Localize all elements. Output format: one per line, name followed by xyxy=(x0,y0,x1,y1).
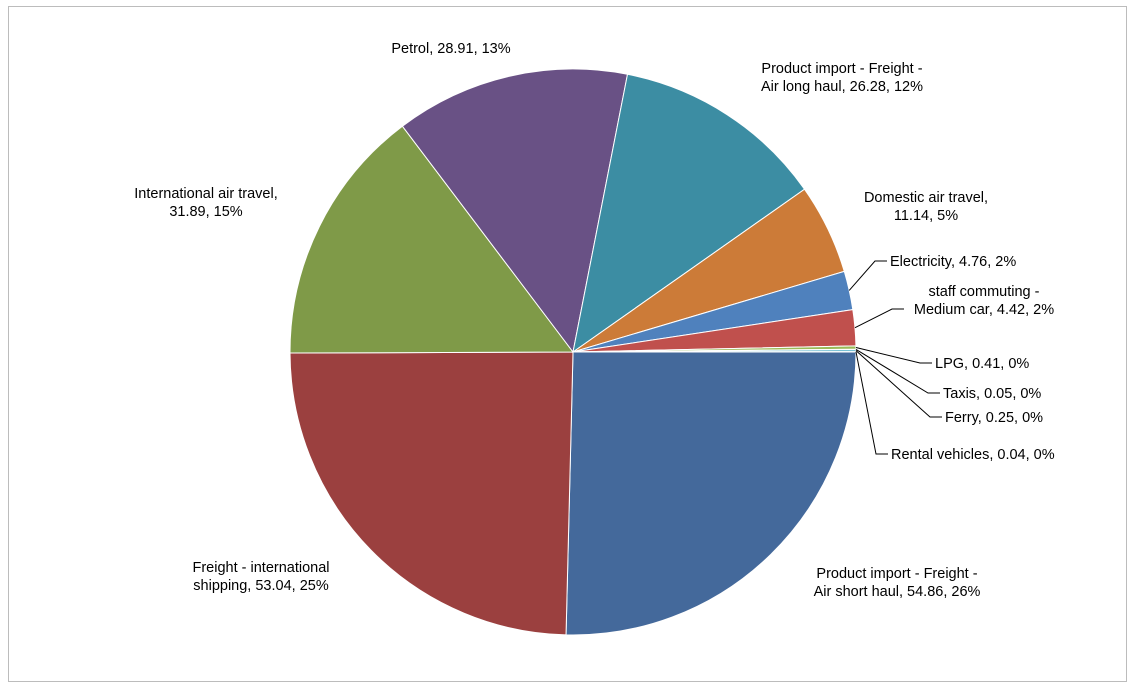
data-label-line: 11.14, 5% xyxy=(894,208,958,224)
leader-line-7 xyxy=(854,308,904,329)
data-label-line: Freight - international xyxy=(192,560,329,576)
data-label-line: Product import - Freight - xyxy=(816,566,977,582)
data-label-1: Freight - international shipping, 53.04, … xyxy=(192,560,329,594)
data-label-11: Rental vehicles, 0.04, 0% xyxy=(891,447,1055,463)
data-label-7: staff commuting - Medium car, 4.42, 2% xyxy=(914,284,1054,318)
leader-line-11 xyxy=(855,351,888,455)
data-label-3: Petrol, 28.91, 13% xyxy=(391,41,510,57)
leader-line-10 xyxy=(855,350,942,418)
data-labels: Product import - Freight - Air short haul… xyxy=(134,41,1054,600)
data-label-line: Medium car, 4.42, 2% xyxy=(914,302,1054,318)
data-label-line: Ferry, 0.25, 0% xyxy=(945,410,1043,426)
leader-line-6 xyxy=(848,260,887,291)
data-label-0: Product import - Freight - Air short haul… xyxy=(814,566,981,600)
chart-frame: Product import - Freight - Air short haul… xyxy=(8,6,1127,682)
data-label-2: International air travel, 31.89, 15% xyxy=(134,186,277,220)
data-label-line: Domestic air travel, xyxy=(864,190,988,206)
pie-slice-1 xyxy=(289,351,574,636)
data-label-line: shipping, 53.04, 25% xyxy=(193,578,329,594)
data-label-line: Petrol, 28.91, 13% xyxy=(391,41,510,57)
pie-slice-4 xyxy=(572,73,806,354)
data-label-line: Taxis, 0.05, 0% xyxy=(943,386,1041,402)
pie-slice-0 xyxy=(565,351,857,636)
pie-slice-2 xyxy=(289,125,575,354)
data-label-line: Product import - Freight - xyxy=(761,61,922,77)
pie-chart: Product import - Freight - Air short haul… xyxy=(134,41,1055,636)
data-label-line: 31.89, 15% xyxy=(169,204,242,220)
leader-line-8 xyxy=(855,347,932,364)
data-label-line: Air long haul, 26.28, 12% xyxy=(761,79,923,95)
data-label-line: International air travel, xyxy=(134,186,277,202)
data-label-line: Air short haul, 54.86, 26% xyxy=(814,584,981,600)
data-label-line: LPG, 0.41, 0% xyxy=(935,356,1029,372)
data-label-line: Electricity, 4.76, 2% xyxy=(890,254,1016,270)
leader-line-9 xyxy=(855,348,940,394)
leader-lines xyxy=(848,260,942,455)
data-label-6: Electricity, 4.76, 2% xyxy=(890,254,1016,270)
data-label-9: Taxis, 0.05, 0% xyxy=(943,386,1041,402)
data-label-10: Ferry, 0.25, 0% xyxy=(945,410,1043,426)
data-label-5: Domestic air travel, 11.14, 5% xyxy=(864,190,988,224)
pie-slices xyxy=(289,68,857,636)
data-label-line: Rental vehicles, 0.04, 0% xyxy=(891,447,1055,463)
data-label-4: Product import - Freight - Air long haul,… xyxy=(761,61,923,95)
data-label-line: staff commuting - xyxy=(929,284,1040,300)
data-label-8: LPG, 0.41, 0% xyxy=(935,356,1029,372)
pie-slice-3 xyxy=(401,68,629,354)
